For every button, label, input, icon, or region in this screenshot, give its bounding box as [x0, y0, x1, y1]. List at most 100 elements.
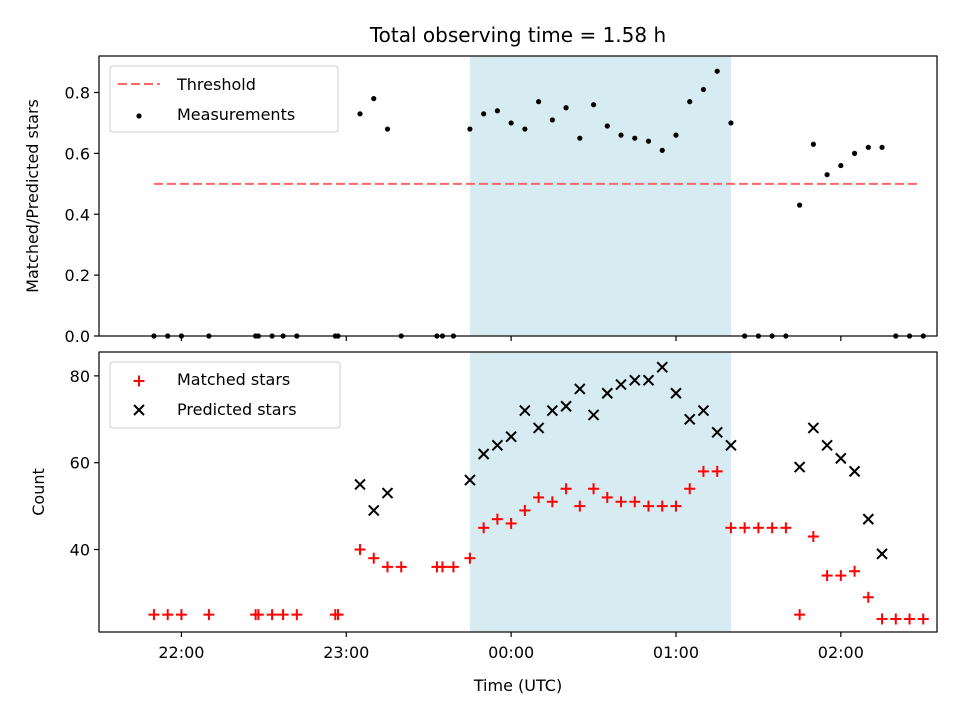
chart-title: Total observing time = 1.58 h	[369, 23, 666, 47]
measurement-point	[604, 123, 610, 129]
matched-star-point	[381, 561, 393, 573]
measurement-point	[563, 105, 569, 111]
matched-star-point	[588, 483, 600, 495]
matched-star-point	[505, 517, 517, 529]
matched-star-point	[368, 552, 380, 564]
bottom-y-tick-label: 80	[70, 367, 90, 386]
predicted-star-mark	[656, 361, 668, 373]
measurement-point	[494, 108, 500, 114]
predicted-star-point	[656, 361, 668, 373]
bottom-legend-box	[109, 361, 341, 429]
matched-stars-points	[148, 465, 929, 625]
matched-star-point	[291, 609, 303, 621]
predicted-star-point	[477, 448, 490, 460]
measurement-point	[481, 111, 487, 117]
predicted-star-point	[821, 439, 833, 452]
predicted-star-mark	[368, 504, 380, 517]
matched-star-point	[670, 500, 682, 512]
bottom-legend: Matched stars Predicted stars	[109, 361, 341, 429]
predicted-star-mark	[587, 409, 600, 421]
matched-star-point	[436, 561, 448, 573]
measurement-point	[618, 132, 624, 138]
top-axes-frame	[98, 55, 938, 337]
measurement-point	[536, 99, 542, 105]
predicted-star-mark	[546, 404, 559, 417]
predicted-star-mark	[519, 404, 531, 417]
measurement-point	[645, 138, 652, 144]
matched-star-point	[354, 544, 366, 556]
predicted-star-mark	[821, 439, 833, 452]
predicted-star-point	[464, 474, 476, 486]
matched-star-point	[752, 522, 764, 534]
measurement-point	[851, 150, 858, 156]
predicted-star-point	[368, 504, 380, 517]
predicted-star-mark	[532, 422, 545, 434]
top-panel: 0.0 0.2 0.4 0.6 0.8 Total observing time = 1…	[23, 23, 938, 346]
matched-star-point	[574, 500, 586, 512]
matched-star-point	[560, 483, 572, 495]
measurement-point	[865, 144, 871, 150]
predicted-star-point	[381, 487, 394, 499]
measurement-point	[687, 99, 693, 105]
measurement-point	[384, 126, 391, 132]
predicted-star-point	[835, 452, 847, 465]
bottom-x-ticks: 22:00 23:00 00:00 01:00 02:00	[158, 632, 864, 662]
predicted-star-mark	[491, 439, 504, 452]
measurement-point	[700, 86, 707, 93]
measurement-point	[467, 126, 473, 132]
matched-star-point	[739, 522, 751, 534]
observing-interval-shade-bottom	[469, 352, 731, 632]
x-tick-label: 02:00	[818, 643, 864, 662]
predicted-star-point	[546, 404, 559, 417]
matched-star-point	[656, 500, 668, 512]
bottom-y-tick-label: 60	[70, 454, 90, 473]
predicted-star-mark	[807, 422, 820, 434]
matched-star-point	[643, 500, 655, 512]
measurement-point	[714, 68, 720, 74]
measurement-point	[508, 120, 514, 126]
predicted-star-mark	[560, 400, 572, 412]
predicted-star-point	[354, 478, 366, 491]
matched-star-point	[546, 496, 558, 508]
x-tick-label: 00:00	[488, 643, 534, 662]
predicted-star-point	[862, 513, 875, 525]
predicted-star-mark	[670, 387, 682, 399]
predicted-star-mark	[381, 487, 394, 499]
measurement-point	[357, 111, 363, 117]
predicted-star-mark	[684, 413, 696, 425]
matched-star-point	[464, 552, 476, 564]
predicted-star-mark	[725, 439, 737, 452]
bottom-y-ticks: 40 60 80	[70, 367, 99, 560]
measurement-points	[151, 68, 926, 339]
bottom-axes-frame	[98, 351, 938, 633]
legend-matched-swatch	[133, 375, 145, 387]
matched-star-point	[629, 496, 641, 508]
bottom-panel: 40 60 80 22:00 23:00 00:00 01:00 02:00 Count T…	[29, 351, 938, 695]
matched-star-point	[203, 609, 215, 621]
predicted-star-mark	[615, 378, 627, 391]
legend-threshold-label: Threshold	[176, 75, 256, 94]
measurement-point	[728, 120, 734, 126]
predicted-star-point	[615, 378, 627, 391]
predicted-star-mark	[697, 404, 710, 417]
measurement-point	[810, 141, 816, 147]
measurement-point	[879, 144, 885, 150]
matched-star-point	[725, 522, 737, 534]
top-y-tick-label: 0.4	[65, 205, 90, 224]
predicted-star-point	[574, 383, 586, 395]
predicted-star-mark	[793, 461, 806, 473]
top-legend-box	[109, 65, 339, 133]
matched-star-point	[148, 609, 160, 621]
predicted-star-mark	[862, 513, 875, 525]
matched-star-point	[447, 561, 459, 573]
matched-star-point	[821, 570, 833, 582]
x-tick-label: 23:00	[323, 643, 369, 662]
legend-predicted-label: Predicted stars	[177, 400, 297, 419]
predicted-star-mark	[642, 374, 655, 386]
predicted-star-point	[670, 387, 682, 399]
measurement-point	[522, 126, 528, 132]
predicted-star-mark	[835, 452, 847, 465]
predicted-star-mark	[601, 387, 614, 399]
matched-star-point	[395, 561, 407, 573]
